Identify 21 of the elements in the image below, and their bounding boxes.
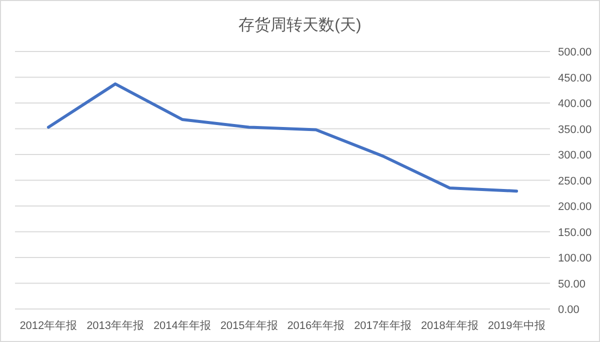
y-tick-label: 150.00: [558, 226, 592, 239]
line-series: [46, 82, 518, 193]
y-tick-label: 50.00: [558, 278, 586, 290]
x-tick-label: 2016年年报: [287, 320, 345, 332]
x-tick-label: 2018年年报: [420, 320, 478, 332]
y-tick-label: 250.00: [558, 175, 592, 188]
x-tick-label: 2012年年报: [20, 320, 78, 332]
y-tick-label: 450.00: [558, 72, 592, 84]
y-tick-label: 500.00: [558, 46, 592, 58]
y-tick-label: 100.00: [558, 252, 592, 264]
x-tick-label: 2014年年报: [153, 320, 211, 332]
x-tick-label: 2013年年报: [86, 320, 144, 332]
x-tick-label: 2019年中报: [488, 319, 546, 332]
y-tick-label: 200.00: [558, 201, 592, 213]
y-tick-label: 300.00: [558, 150, 592, 162]
y-tick-label: 400.00: [558, 98, 592, 110]
y-tick-label: 350.00: [558, 124, 592, 136]
x-tick-label: 2017年年报: [354, 320, 412, 332]
chart-title: 存货周转天数(天): [238, 16, 362, 34]
x-tick-label: 2015年年报: [220, 320, 278, 332]
y-tick-label: 0.00: [558, 304, 580, 316]
